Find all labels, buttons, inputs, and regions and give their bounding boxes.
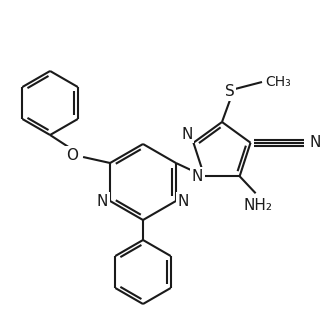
Text: S: S bbox=[225, 84, 235, 99]
Text: CH₃: CH₃ bbox=[265, 75, 291, 89]
Text: NH₂: NH₂ bbox=[243, 198, 272, 213]
Text: N: N bbox=[192, 169, 203, 184]
Text: O: O bbox=[66, 147, 78, 163]
Text: N: N bbox=[178, 194, 189, 209]
Text: N: N bbox=[97, 194, 108, 209]
Text: N: N bbox=[181, 127, 193, 142]
Text: N: N bbox=[310, 135, 321, 150]
